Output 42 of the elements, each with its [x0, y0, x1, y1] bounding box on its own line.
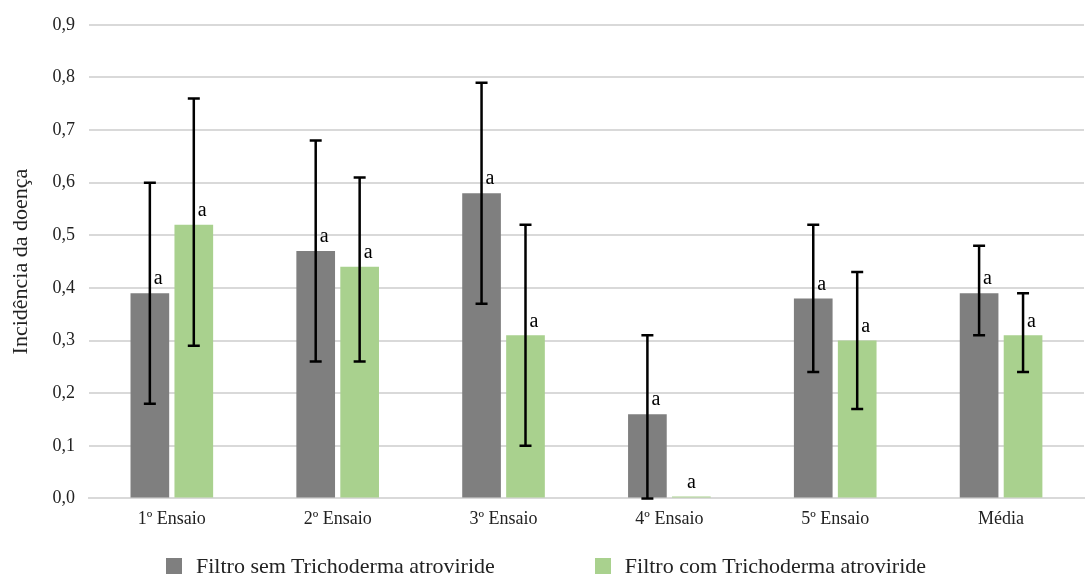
data-label: a [319, 224, 329, 247]
bar [296, 251, 336, 498]
data-label: a [363, 240, 373, 263]
data-label: a [861, 313, 871, 336]
y-tick-label: 0,8 [52, 66, 75, 87]
x-tick-label: 1º Ensaio [137, 507, 206, 528]
bar [130, 293, 170, 498]
y-tick-label: 0,3 [52, 329, 75, 350]
legend-label: Filtro com Trichoderma atroviride [624, 553, 927, 579]
y-tick-label: 0,6 [52, 171, 75, 192]
data-label: a [197, 198, 207, 221]
y-tick-label: 0,9 [52, 13, 75, 34]
data-label: a [686, 469, 696, 492]
bar [462, 193, 501, 498]
x-tick-label: 4º Ensaio [635, 507, 704, 528]
y-tick-label: 0,7 [52, 118, 75, 139]
bar [959, 293, 999, 498]
data-label: a [817, 271, 827, 294]
y-tick-label: 0,2 [52, 381, 75, 402]
bar [837, 340, 877, 498]
bar [793, 298, 833, 498]
data-label: a [983, 266, 993, 289]
x-tick-label: Média [978, 507, 1025, 528]
x-tick-label: 2º Ensaio [303, 507, 372, 528]
bar [340, 266, 379, 498]
x-tick-label: 3º Ensaio [469, 507, 538, 528]
bar [506, 335, 545, 498]
y-axis-title: Incidência da doença [6, 168, 32, 355]
data-label: a [1027, 308, 1037, 331]
x-tick-label: 5º Ensaio [801, 507, 870, 528]
bar [628, 414, 667, 498]
data-label: a [485, 166, 495, 189]
y-tick-label: 0,4 [52, 276, 75, 297]
y-tick-label: 0,5 [52, 224, 75, 245]
data-label: a [153, 266, 163, 289]
bar [174, 224, 214, 498]
y-tick-label: 0,0 [52, 487, 75, 508]
bar [1003, 335, 1043, 498]
legend-label: Filtro sem Trichoderma atroviride [195, 553, 495, 579]
data-label: a [529, 308, 539, 331]
y-tick-label: 0,1 [52, 434, 75, 455]
data-label: a [651, 387, 661, 410]
